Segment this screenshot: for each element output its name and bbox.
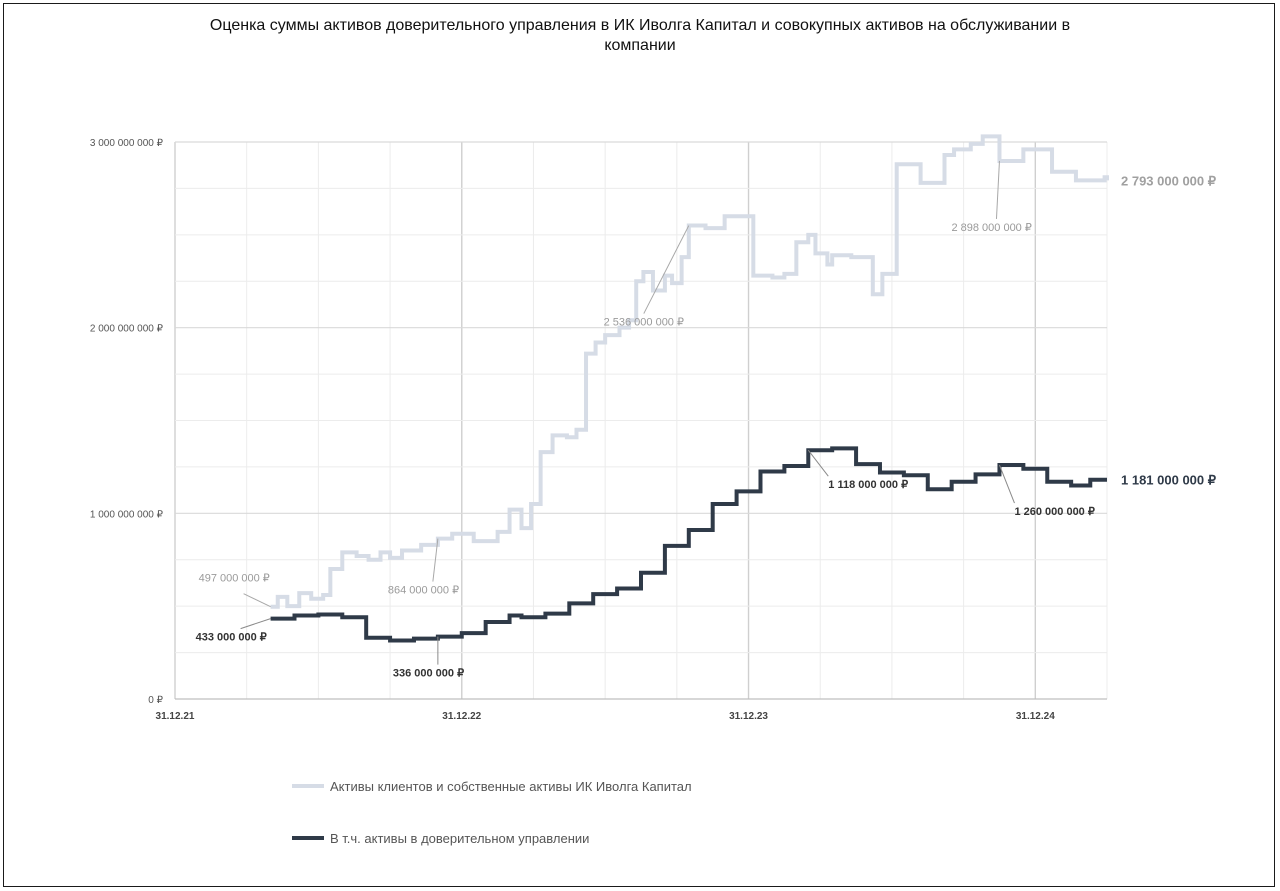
x-tick-label: 31.12.23 [729,711,768,722]
chart-frame [3,3,1275,887]
x-tick-label: 31.12.22 [442,711,481,722]
annotation-label: 864 000 000 ₽ [388,585,459,597]
x-tick-label: 31.12.24 [1016,711,1055,722]
annotation-label: 497 000 000 ₽ [199,573,270,585]
chart-title: Оценка суммы активов доверительного упра… [0,16,1280,56]
annotation-label: 2 898 000 000 ₽ [951,222,1031,234]
annotation-leader [807,449,829,477]
legend-label-dark: В т.ч. активы в доверительном управлении [330,831,589,846]
chart-title-line-1: Оценка суммы активов доверительного упра… [209,17,1071,34]
y-tick-label: 1 000 000 000 ₽ [90,509,164,520]
annotation-leader [240,618,271,630]
annotation-leader [243,593,271,608]
annotation-label: 2 536 000 000 ₽ [604,317,684,329]
end-value-label-dark: 1 181 000 000 ₽ [1121,473,1217,488]
y-tick-label: 3 000 000 000 ₽ [90,138,164,149]
annotation-leader [643,225,690,314]
annotation-leader [432,538,439,582]
legend-label-light: Активы клиентов и собственные активы ИК … [330,779,692,794]
annotation-leader [995,160,1000,219]
y-tick-label: 0 ₽ [148,695,163,706]
chart-title-line-2: компании [604,37,676,54]
annotation-leader [998,464,1015,504]
annotation-label: 1 118 000 000 ₽ [828,479,908,491]
series-line-dark [270,446,1107,643]
series-line-light [270,134,1109,609]
annotation-label: 336 000 000 ₽ [393,668,464,680]
y-tick-label: 2 000 000 000 ₽ [90,324,164,335]
end-value-label-light: 2 793 000 000 ₽ [1121,173,1217,188]
x-tick-label: 31.12.21 [156,711,195,722]
annotation-label: 1 260 000 000 ₽ [1014,506,1094,518]
annotation-label: 433 000 000 ₽ [196,632,267,644]
